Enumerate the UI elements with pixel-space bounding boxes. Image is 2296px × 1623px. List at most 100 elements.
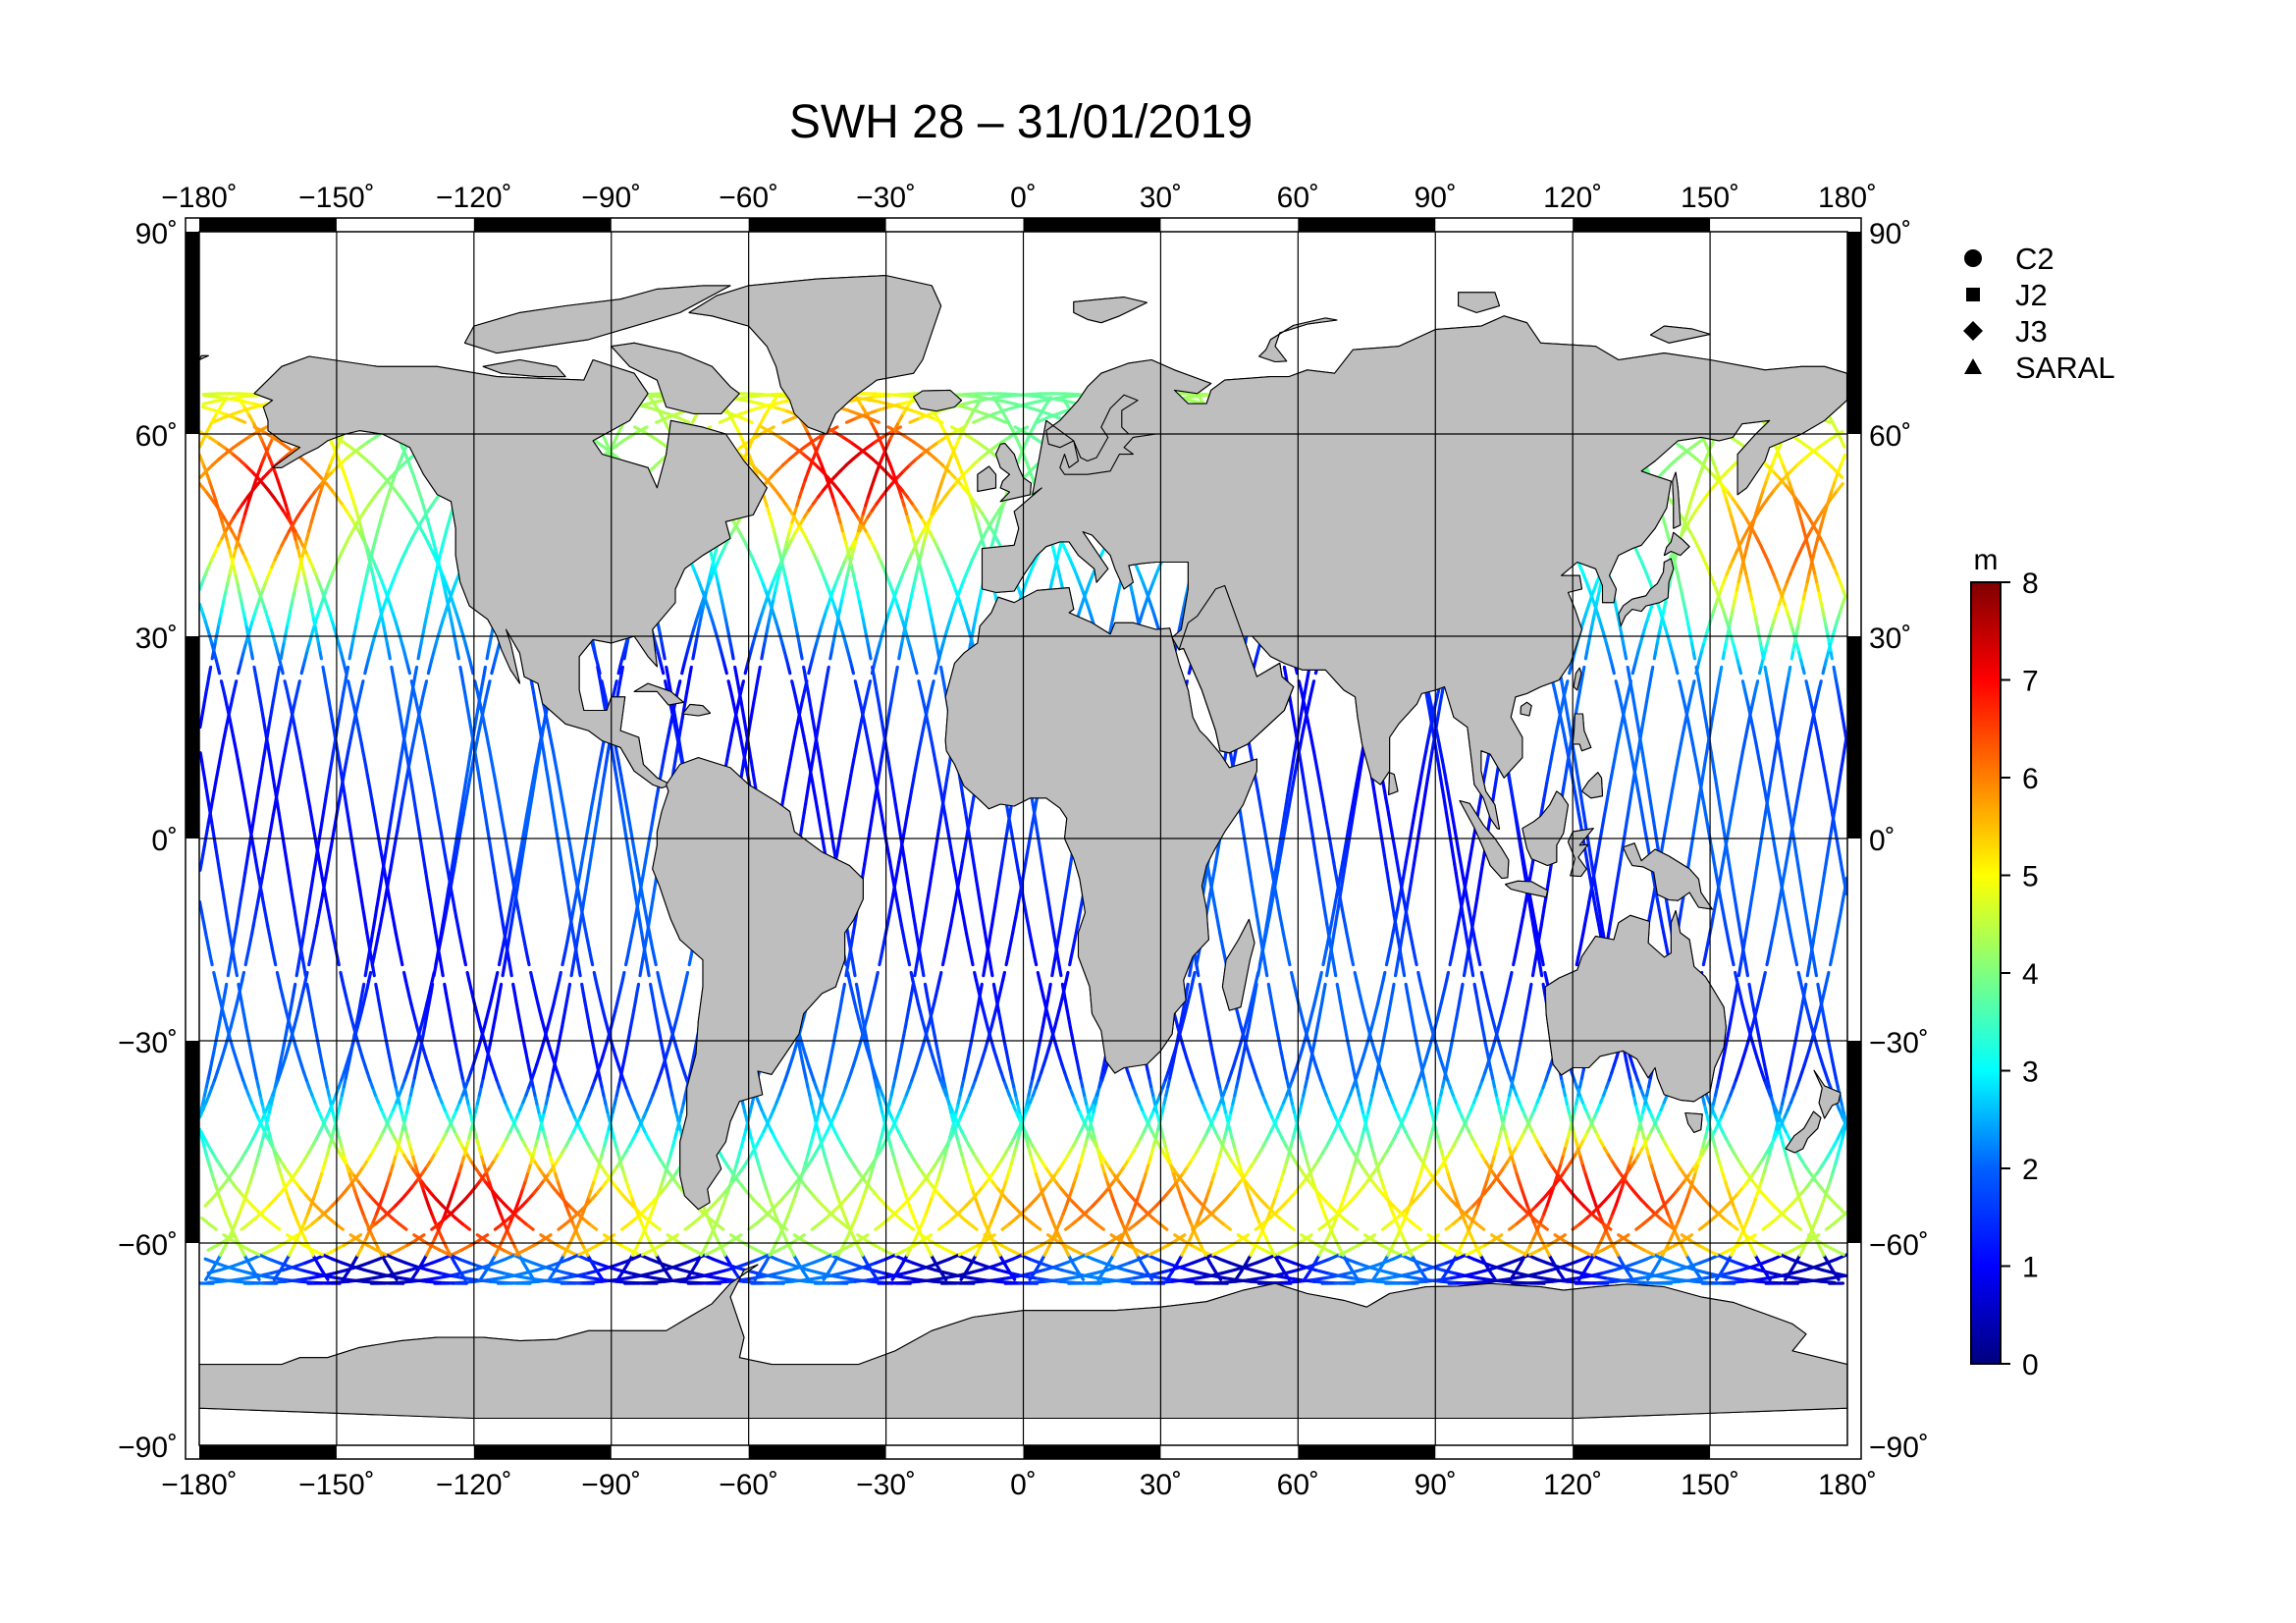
track-segment bbox=[422, 1276, 440, 1282]
track-segment bbox=[501, 1248, 514, 1257]
track-segment bbox=[1799, 440, 1811, 450]
track-segment bbox=[1560, 1261, 1575, 1269]
track-segment bbox=[867, 679, 873, 691]
track-segment bbox=[1664, 1243, 1678, 1252]
track-segment bbox=[963, 394, 980, 399]
track-segment bbox=[779, 1276, 796, 1282]
track-segment bbox=[682, 1243, 695, 1252]
track-segment bbox=[726, 679, 732, 691]
track-segment bbox=[842, 1276, 859, 1282]
track-segment bbox=[903, 1279, 921, 1284]
track-segment bbox=[358, 440, 370, 450]
track-segment bbox=[735, 397, 752, 404]
track-segment bbox=[993, 1276, 1010, 1282]
track-segment bbox=[917, 679, 923, 691]
track-segment bbox=[886, 393, 903, 398]
track-segment bbox=[1616, 1278, 1633, 1283]
map-panel: −180˚ −150˚ −120˚ −90˚ −60˚ −30˚ 0˚ 30˚ 60˚ 90˚ 12… bbox=[118, 182, 1929, 1501]
track-segment bbox=[1728, 1268, 1743, 1275]
track-segment bbox=[342, 440, 353, 450]
track-segment bbox=[1552, 1278, 1570, 1283]
track-segment bbox=[1064, 970, 1070, 983]
track-segment bbox=[1026, 394, 1043, 399]
track-segment bbox=[1489, 1278, 1506, 1283]
track-segment bbox=[1642, 1280, 1660, 1285]
track-segment bbox=[1036, 970, 1041, 983]
track-segment bbox=[1817, 1276, 1834, 1282]
track-segment bbox=[402, 970, 407, 983]
track-segment bbox=[953, 1280, 971, 1285]
track-segment bbox=[339, 970, 345, 983]
track-segment bbox=[890, 1280, 908, 1285]
track-segment bbox=[215, 440, 227, 450]
track-segment bbox=[1664, 1268, 1680, 1275]
track-segment bbox=[1502, 1279, 1520, 1284]
track-segment bbox=[233, 679, 239, 691]
track-segment bbox=[550, 1276, 566, 1282]
track-segment bbox=[557, 970, 562, 983]
track-segment bbox=[739, 1276, 757, 1282]
track-segment bbox=[930, 679, 935, 691]
track-segment bbox=[295, 679, 301, 691]
track-segment bbox=[652, 1276, 669, 1282]
track-segment bbox=[283, 679, 289, 691]
track-segment bbox=[347, 679, 352, 691]
track-segment bbox=[879, 1273, 895, 1280]
track-segment bbox=[763, 1280, 780, 1285]
track-segment bbox=[1835, 1253, 1847, 1261]
track-segment bbox=[853, 679, 859, 691]
track-segment bbox=[1476, 1276, 1493, 1282]
track-segment bbox=[1791, 435, 1803, 444]
track-segment bbox=[1566, 1279, 1583, 1284]
track-segment bbox=[1564, 1276, 1580, 1282]
track-segment bbox=[199, 482, 207, 492]
track-segment bbox=[1814, 1261, 1829, 1269]
track-segment bbox=[1000, 970, 1007, 983]
track-segment bbox=[625, 1273, 642, 1280]
track-segment bbox=[618, 1243, 632, 1252]
track-segment bbox=[613, 679, 618, 691]
track-segment bbox=[1761, 1257, 1776, 1265]
track-segment bbox=[980, 1278, 997, 1283]
track-segment bbox=[684, 970, 690, 983]
track-segment bbox=[594, 1261, 609, 1269]
track-segment bbox=[716, 1276, 732, 1282]
track-segment bbox=[295, 1276, 312, 1282]
track-segment bbox=[1452, 1280, 1469, 1285]
track-segment bbox=[473, 679, 479, 691]
track-segment bbox=[1013, 393, 1031, 398]
track-segment bbox=[206, 1243, 219, 1252]
track-segment bbox=[1690, 1276, 1707, 1282]
track-segment bbox=[1416, 970, 1422, 983]
track-segment bbox=[1601, 1243, 1614, 1252]
track-segment bbox=[359, 679, 365, 691]
track-segment bbox=[647, 1257, 662, 1265]
track-segment bbox=[969, 1276, 987, 1282]
track-segment bbox=[1624, 1261, 1638, 1269]
track-segment bbox=[1634, 1257, 1649, 1265]
track-segment bbox=[746, 392, 764, 397]
track-segment bbox=[790, 1278, 807, 1283]
track-segment bbox=[1839, 1210, 1847, 1220]
track-segment bbox=[874, 970, 880, 983]
track-segment bbox=[592, 970, 598, 983]
track-segment bbox=[862, 397, 879, 404]
track-segment bbox=[1063, 392, 1081, 397]
track-segment bbox=[790, 679, 796, 691]
track-segment bbox=[1667, 1276, 1683, 1282]
track-segment bbox=[1782, 1248, 1795, 1257]
track-segment bbox=[1601, 1268, 1617, 1275]
track-segment bbox=[1718, 1248, 1732, 1257]
track-segment bbox=[1439, 1279, 1456, 1284]
track-segment bbox=[1539, 1276, 1557, 1282]
track-segment bbox=[909, 970, 915, 983]
track-segment bbox=[1191, 970, 1197, 983]
track-segment bbox=[1590, 1273, 1607, 1280]
track-segment bbox=[917, 1278, 934, 1283]
track-segment bbox=[240, 400, 256, 406]
track-segment bbox=[689, 1273, 706, 1280]
track-segment bbox=[366, 435, 378, 444]
track-segment bbox=[937, 970, 943, 983]
track-segment bbox=[1516, 1280, 1533, 1285]
